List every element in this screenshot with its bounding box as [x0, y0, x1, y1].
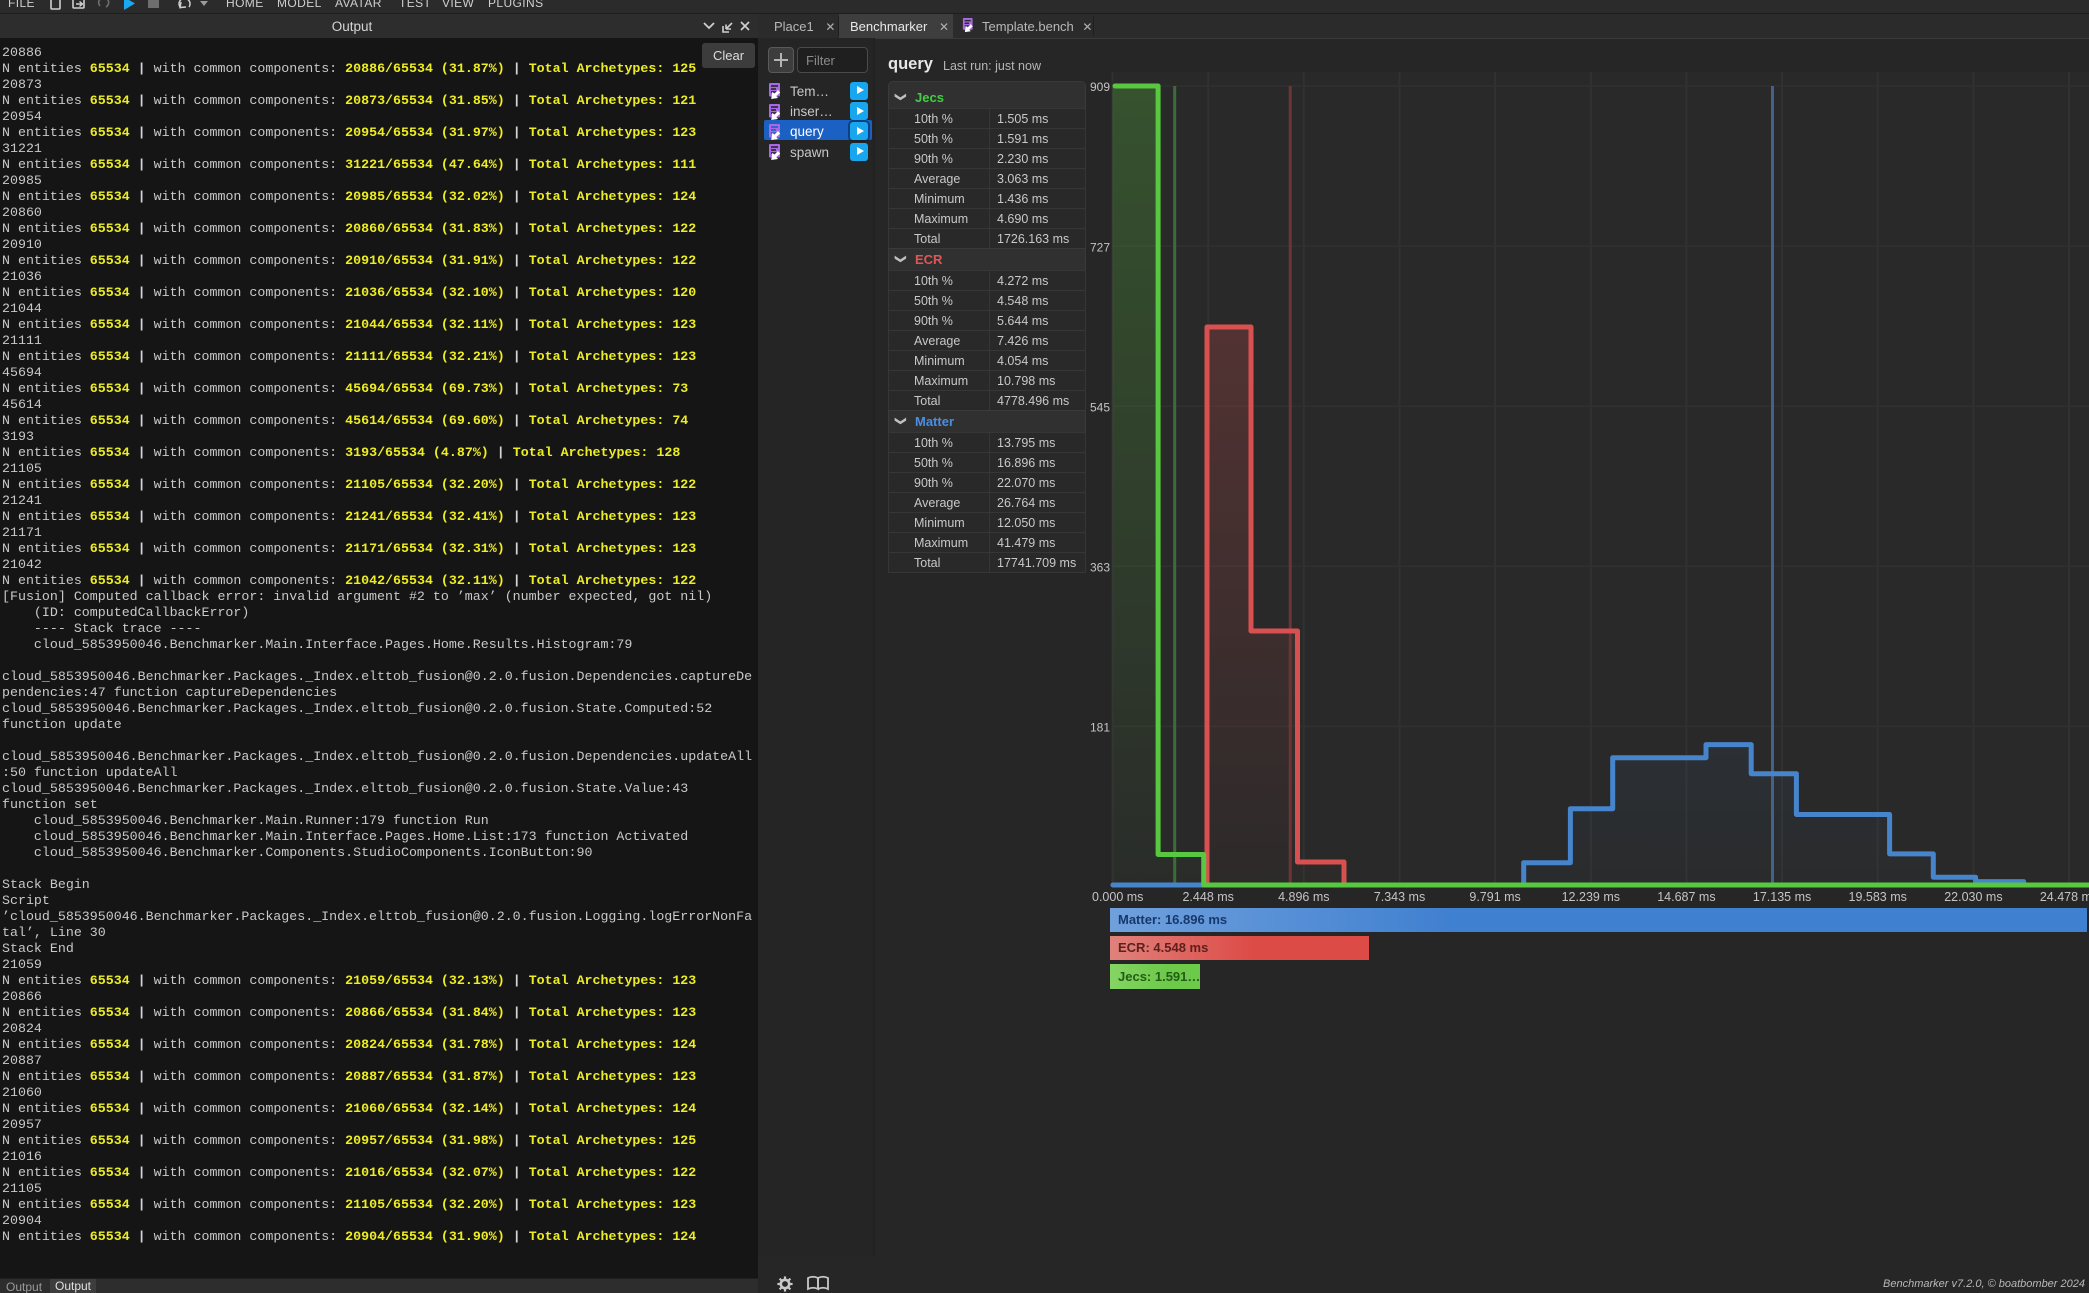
svg-text:727: 727	[1090, 240, 1110, 254]
svg-text:12.239 ms: 12.239 ms	[1562, 890, 1620, 904]
svg-text:363: 363	[1090, 561, 1110, 575]
svg-text:181: 181	[1090, 721, 1110, 735]
svg-text:9.791 ms: 9.791 ms	[1469, 890, 1520, 904]
svg-text:22.030 ms: 22.030 ms	[1944, 890, 2002, 904]
svg-text:17.135 ms: 17.135 ms	[1753, 890, 1811, 904]
svg-text:0.000 ms: 0.000 ms	[1092, 890, 1143, 904]
svg-text:24.478 ms: 24.478 ms	[2040, 890, 2089, 904]
svg-text:545: 545	[1090, 400, 1110, 414]
svg-text:7.343 ms: 7.343 ms	[1374, 890, 1425, 904]
svg-text:909: 909	[1090, 80, 1110, 94]
svg-text:19.583 ms: 19.583 ms	[1849, 890, 1907, 904]
svg-text:2.448 ms: 2.448 ms	[1182, 890, 1233, 904]
svg-text:14.687 ms: 14.687 ms	[1657, 890, 1715, 904]
svg-text:4.896 ms: 4.896 ms	[1278, 890, 1329, 904]
